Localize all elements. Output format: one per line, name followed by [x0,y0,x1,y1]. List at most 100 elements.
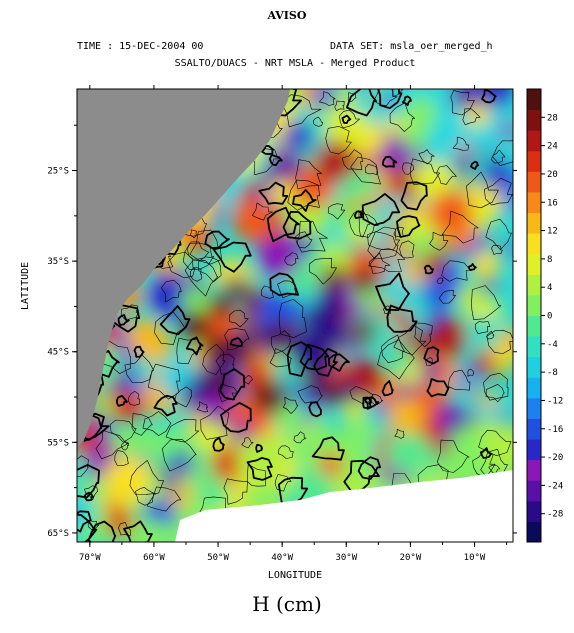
anomaly-blob [279,434,300,455]
colorbar-swatch [527,377,541,399]
contour-line [293,431,307,444]
contour-line [466,171,499,209]
contour-line [109,419,137,443]
contour-line [393,324,427,356]
contour-line [470,160,480,170]
y-axis: 25°S 35°S 45°S 55°S 65°S [47,124,517,539]
contour-line [346,89,377,117]
contour-line [311,436,345,461]
anomaly-blob [430,190,473,232]
colorbar-swatch [527,274,541,296]
contour-line [185,336,204,356]
contour-line [438,290,456,304]
contour-line [436,277,444,284]
colorbar-label: -8 [547,368,558,378]
anomaly-blob [388,351,414,377]
contour-line [77,413,103,441]
contour-line [83,491,95,502]
colorbar-swatch [527,336,541,358]
y-axis-label: LATITUDE [20,261,31,310]
contour-line [478,429,512,456]
colorbar-swatch [527,480,541,502]
colorbar-label: -16 [547,425,563,435]
contour-line [327,353,350,372]
contour-line [467,368,475,377]
contour-line [278,299,307,338]
x-axis: 70°W 60°W 50°W 40°W 30°W 20°W 10°W [79,85,508,563]
x-tick-label: 20°W [400,553,422,563]
contour-line [142,411,172,436]
contour-line [84,485,99,501]
contour-line [198,256,222,283]
contour-line [396,215,421,238]
eddy [322,267,347,292]
x-tick-label: 60°W [143,553,165,563]
contour-line [426,378,450,398]
contour-line [334,100,345,111]
contour-line [429,232,449,251]
contour-line [95,430,129,460]
contour-line [468,263,477,271]
colorbar-swatch [527,521,541,543]
contour-line [436,165,457,185]
contour-line [371,393,384,405]
contour-line [418,149,435,165]
contour-line [350,156,381,185]
contour-line [394,429,405,439]
anomaly-blob [385,432,426,474]
anomaly-blob [372,317,401,346]
contour-line [283,396,299,414]
anomaly-blob [386,115,407,137]
eddy [180,310,210,341]
contour-line [381,334,405,363]
colorbar-swatch [527,233,541,255]
eddy [353,319,376,343]
contour-line [165,419,200,443]
y-tick-label: 35°S [47,257,69,267]
contour-line [441,210,479,244]
anomaly-blob [472,105,489,122]
contour-line [154,311,186,345]
contour-line [365,164,378,175]
time-label: TIME : 15-DEC-2004 00 [77,41,204,52]
anomaly-blob [257,236,301,280]
contour-line [77,513,98,542]
colorbar-swatch [527,109,541,131]
contour-line [381,155,398,168]
anomaly-blob [105,508,134,537]
anomaly-blob [414,148,428,162]
anomaly-blob [314,140,357,183]
anomaly-blob [499,122,513,141]
contour-line [189,229,222,265]
contour-line [441,260,471,282]
contour-line [423,264,434,275]
contour-line [269,154,283,167]
contour-line [196,401,209,413]
contour-line [414,322,433,348]
contour-line [284,252,299,266]
anomaly-blob [457,142,470,156]
anomaly-blob [181,285,212,317]
colorbar-swatch [527,130,541,152]
contour-line [153,394,178,417]
contour-line [295,231,313,249]
contour-line [437,439,470,473]
contour-line [462,108,481,125]
anomaly-blob [313,89,338,108]
contour-line [343,459,380,492]
contour-line [373,89,398,106]
contour-line [308,401,322,418]
contour-line [162,439,197,472]
contour-line [241,437,254,449]
anomaly-blob [231,197,277,242]
contour-line [364,396,380,410]
eddy [263,345,278,359]
anomaly-blob [281,368,295,382]
contour-line [148,363,181,400]
colorbar-label: 12 [547,227,558,237]
contour-line [252,202,274,221]
contour-line [187,241,210,260]
y-tick-label: 45°S [47,348,69,358]
contour-line [353,210,363,219]
eddy [353,268,378,294]
